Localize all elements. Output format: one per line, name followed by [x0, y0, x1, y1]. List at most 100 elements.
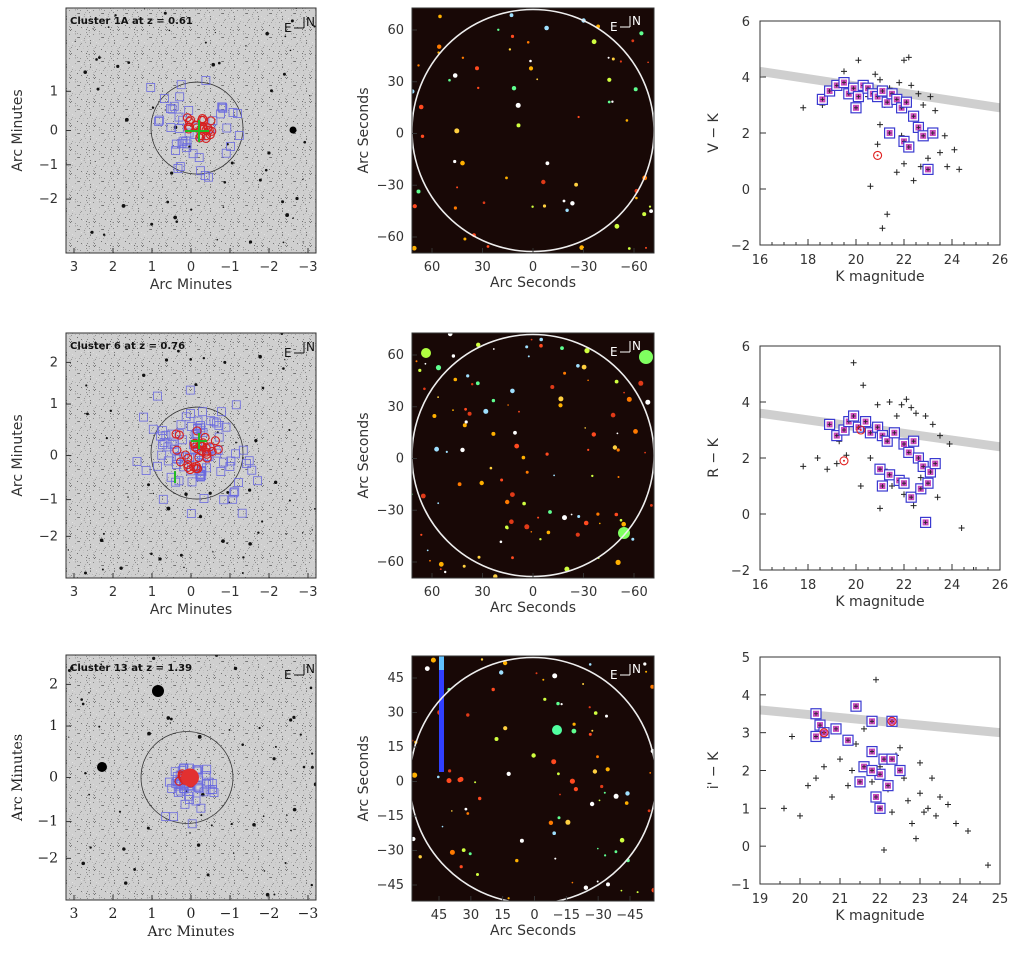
sky-star [282, 72, 286, 76]
sky-star [221, 539, 225, 543]
candidate-square [193, 416, 203, 426]
y-tick-label: 0 [396, 127, 404, 142]
field-point [922, 413, 929, 419]
field-point [874, 141, 881, 148]
galaxy [543, 697, 547, 701]
field-point [884, 211, 891, 218]
galaxy [645, 246, 647, 249]
galaxy [515, 858, 519, 863]
member-point-cross [923, 520, 928, 525]
field-point [917, 474, 924, 481]
sky-star [285, 533, 287, 535]
member-point-cross [926, 481, 930, 486]
sky-star [70, 666, 74, 670]
x-tick-label: 24 [952, 892, 969, 907]
galaxy [507, 404, 509, 406]
saturation-streak [439, 656, 444, 670]
y-tick-label: −2 [37, 850, 58, 866]
galaxy [412, 89, 415, 94]
y-axis-label: Arc Seconds [356, 413, 372, 499]
galaxy [444, 570, 447, 574]
field-point [958, 525, 965, 531]
y-tick-label: 3 [742, 727, 750, 742]
galaxy [600, 784, 604, 789]
galaxy [649, 772, 652, 774]
y-tick-label: 2 [742, 452, 750, 467]
galaxy [477, 86, 480, 90]
sky-star [311, 529, 313, 531]
field-circle [140, 731, 234, 824]
compass-north: N [306, 340, 315, 354]
y-axis-label: Arc Seconds [356, 88, 372, 174]
member-point-cross [846, 738, 850, 743]
galaxy [556, 701, 560, 706]
sky-star [122, 847, 126, 851]
sky-star [282, 241, 285, 244]
x-tick-label: −15 [553, 908, 580, 923]
cluster-label: Cluster 1A at z = 0.61 [70, 16, 193, 27]
galaxy [434, 446, 439, 452]
galaxy [627, 247, 631, 250]
x-tick-label: 18 [800, 578, 817, 593]
galaxy [552, 673, 558, 679]
member-point-cross [902, 442, 906, 446]
galaxy [475, 381, 480, 386]
sky-star [90, 230, 94, 234]
galaxy [560, 346, 564, 350]
sky-star [265, 31, 269, 36]
galaxy [557, 772, 560, 776]
spec-member-dot [891, 720, 893, 723]
member-point-cross [814, 711, 818, 716]
x-tick-label: 30 [474, 585, 491, 600]
galaxy [591, 432, 596, 437]
candidate-square [195, 470, 205, 479]
sky-star [241, 743, 245, 746]
sky-star [109, 409, 112, 412]
sky-star [289, 718, 293, 722]
field-point [913, 410, 919, 417]
field-point [881, 846, 887, 853]
galaxy [447, 333, 453, 337]
x-tick-label: −60 [620, 260, 647, 275]
member-point-cross [818, 723, 822, 728]
sky-star [194, 383, 198, 387]
sky-star [204, 41, 207, 44]
galaxy [650, 684, 654, 689]
member-circle [201, 443, 211, 453]
galaxy [614, 223, 620, 229]
field-point [879, 225, 886, 232]
galaxy [418, 368, 422, 372]
galaxy [519, 838, 524, 843]
field-point [849, 767, 855, 774]
galaxy [531, 753, 536, 758]
member-point-cross [834, 726, 838, 731]
galaxy [619, 837, 625, 843]
sky-star [313, 782, 316, 787]
sky-star [312, 540, 314, 542]
bright-galaxy [421, 348, 431, 358]
x-tick-label: 21 [832, 892, 849, 907]
x-tick-label: 0 [529, 585, 537, 600]
sky-star [189, 832, 191, 834]
candidate-square [185, 385, 195, 395]
y-axis-label: Arc Minutes [10, 89, 26, 171]
galaxy [499, 670, 504, 675]
field-point [941, 132, 948, 139]
galaxy [562, 515, 567, 521]
candidate-square [196, 803, 206, 813]
color-background [412, 8, 654, 253]
candidate-square [234, 478, 243, 488]
member-point-cross [911, 439, 916, 444]
member-point-cross [909, 495, 914, 500]
galaxy [619, 518, 623, 522]
member-point-cross [885, 439, 890, 444]
field-point [824, 466, 831, 473]
candidate-square [253, 476, 263, 486]
sky-star [264, 168, 268, 172]
sky-star [88, 793, 91, 796]
candidate-square [179, 452, 189, 462]
red-sequence-band [760, 705, 1000, 738]
member-circle [202, 453, 212, 463]
sky-star [292, 217, 294, 220]
